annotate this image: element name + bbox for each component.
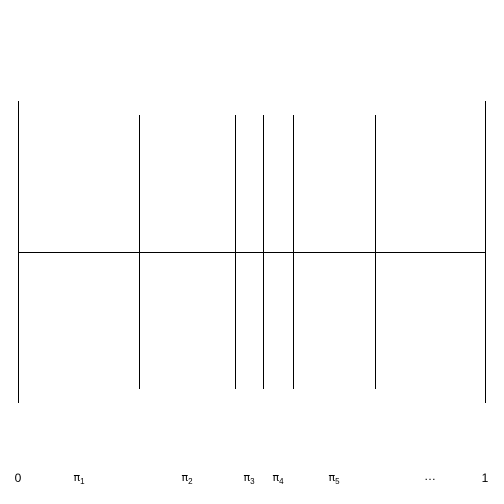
start-label: 0	[15, 471, 22, 485]
segment-label-4: π4	[272, 471, 284, 486]
segment-label-5: π5	[328, 471, 340, 486]
ellipsis-label: …	[424, 469, 436, 483]
segment-label-2: π2	[181, 471, 193, 486]
segment-label-1: π1	[73, 471, 85, 486]
end-label: 1	[482, 471, 489, 485]
segment-label-3: π3	[243, 471, 255, 486]
